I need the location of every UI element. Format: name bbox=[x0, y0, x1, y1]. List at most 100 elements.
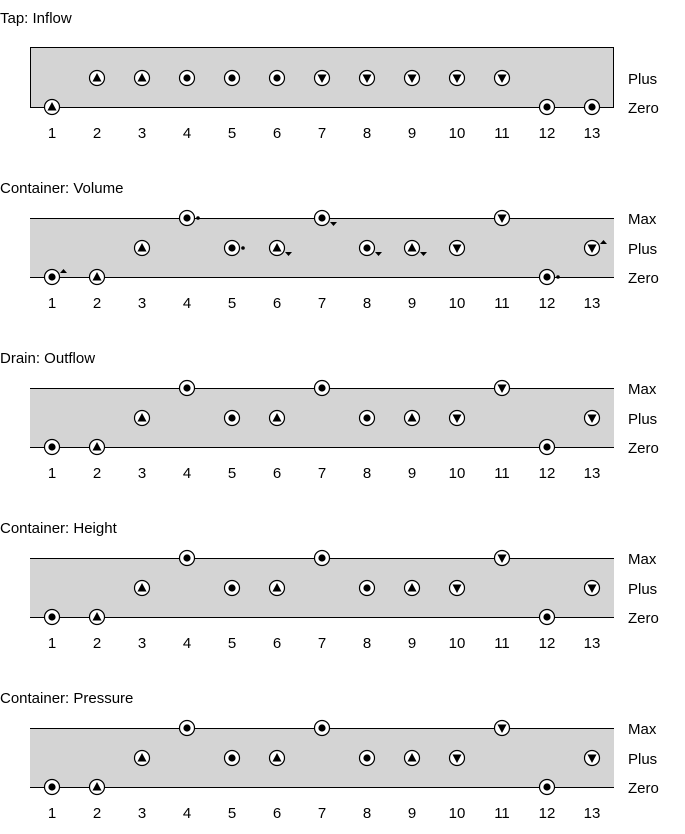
state-marker-up bbox=[88, 438, 106, 456]
x-tick-label: 3 bbox=[138, 805, 146, 822]
x-tick-label: 4 bbox=[183, 295, 191, 312]
state-marker-steady bbox=[313, 549, 331, 567]
state-marker-steady bbox=[358, 239, 382, 257]
arrow-up-icon bbox=[407, 583, 417, 592]
state-marker-steady bbox=[583, 98, 601, 116]
second-derivative-down-icon bbox=[330, 222, 337, 226]
state-marker-steady bbox=[43, 778, 61, 796]
state-marker-up bbox=[268, 579, 286, 597]
value-band bbox=[30, 558, 614, 617]
x-tick-label: 9 bbox=[408, 635, 416, 652]
arrow-down-icon bbox=[452, 584, 462, 593]
arrow-down-icon bbox=[452, 754, 462, 763]
arrow-down-icon bbox=[452, 74, 462, 83]
state-marker-up bbox=[88, 268, 106, 286]
state-marker-steady bbox=[538, 778, 556, 796]
state-marker-steady bbox=[538, 608, 556, 626]
state-marker-up bbox=[88, 608, 106, 626]
arrow-up-icon bbox=[137, 583, 147, 592]
state-marker-up bbox=[133, 409, 151, 427]
x-tick-label: 12 bbox=[539, 295, 556, 312]
x-tick-label: 1 bbox=[48, 635, 56, 652]
second-derivative-down-icon bbox=[420, 252, 427, 256]
level-label-plus: Plus bbox=[628, 581, 657, 598]
state-marker-down bbox=[493, 549, 511, 567]
steady-dot-icon bbox=[228, 244, 236, 252]
state-marker-down bbox=[403, 69, 421, 87]
x-tick-label: 8 bbox=[363, 125, 371, 142]
x-tick-label: 7 bbox=[318, 295, 326, 312]
x-tick-label: 8 bbox=[363, 465, 371, 482]
arrow-up-icon bbox=[137, 753, 147, 762]
state-marker-steady bbox=[538, 438, 556, 456]
x-tick-label: 9 bbox=[408, 465, 416, 482]
arrow-down-icon bbox=[587, 754, 597, 763]
state-marker-steady bbox=[223, 239, 245, 257]
state-marker-up bbox=[268, 409, 286, 427]
state-marker-steady bbox=[178, 549, 196, 567]
state-marker-down bbox=[583, 579, 601, 597]
x-tick-label: 7 bbox=[318, 635, 326, 652]
x-tick-label: 8 bbox=[363, 295, 371, 312]
steady-dot-icon bbox=[273, 74, 281, 82]
state-marker-up bbox=[268, 749, 286, 767]
x-tick-label: 3 bbox=[138, 465, 146, 482]
x-tick-label: 5 bbox=[228, 465, 236, 482]
state-marker-up bbox=[133, 239, 151, 257]
x-tick-label: 10 bbox=[449, 635, 466, 652]
x-tick-label: 9 bbox=[408, 125, 416, 142]
level-label-plus: Plus bbox=[628, 751, 657, 768]
x-tick-label: 3 bbox=[138, 635, 146, 652]
x-tick-label: 6 bbox=[273, 295, 281, 312]
arrow-down-icon bbox=[317, 74, 327, 83]
second-derivative-steady-icon bbox=[241, 246, 245, 250]
state-marker-up bbox=[88, 778, 106, 796]
panel-title: Drain: Outflow bbox=[0, 350, 95, 367]
level-label-zero: Zero bbox=[628, 270, 659, 287]
x-tick-label: 12 bbox=[539, 125, 556, 142]
steady-dot-icon bbox=[543, 783, 551, 791]
state-marker-down bbox=[493, 209, 511, 227]
x-tick-label: 2 bbox=[93, 465, 101, 482]
x-tick-label: 8 bbox=[363, 635, 371, 652]
state-marker-up bbox=[268, 239, 292, 257]
state-marker-steady bbox=[178, 209, 200, 227]
state-marker-steady bbox=[358, 579, 376, 597]
steady-dot-icon bbox=[588, 103, 596, 111]
state-marker-up bbox=[403, 409, 421, 427]
steady-dot-icon bbox=[183, 554, 191, 562]
second-derivative-up-icon bbox=[60, 269, 67, 273]
steady-dot-icon bbox=[48, 273, 56, 281]
arrow-down-icon bbox=[587, 584, 597, 593]
arrow-up-icon bbox=[407, 413, 417, 422]
state-marker-steady bbox=[43, 268, 67, 286]
x-tick-label: 9 bbox=[408, 805, 416, 822]
state-marker-steady bbox=[268, 69, 286, 87]
state-marker-up bbox=[43, 98, 61, 116]
steady-dot-icon bbox=[363, 244, 371, 252]
panel-title: Container: Volume bbox=[0, 180, 123, 197]
x-tick-label: 10 bbox=[449, 125, 466, 142]
state-marker-steady bbox=[313, 209, 337, 227]
state-marker-steady bbox=[538, 268, 560, 286]
value-band bbox=[30, 728, 614, 787]
x-tick-label: 12 bbox=[539, 805, 556, 822]
x-tick-label: 10 bbox=[449, 465, 466, 482]
second-derivative-steady-icon bbox=[196, 216, 200, 220]
level-label-zero: Zero bbox=[628, 780, 659, 797]
steady-dot-icon bbox=[318, 214, 326, 222]
state-marker-steady bbox=[358, 409, 376, 427]
x-tick-label: 1 bbox=[48, 295, 56, 312]
arrow-up-icon bbox=[47, 102, 57, 111]
x-tick-label: 6 bbox=[273, 465, 281, 482]
value-band bbox=[30, 218, 614, 277]
state-marker-down bbox=[448, 69, 466, 87]
steady-dot-icon bbox=[228, 414, 236, 422]
state-marker-down bbox=[493, 69, 511, 87]
x-tick-label: 12 bbox=[539, 635, 556, 652]
x-tick-label: 13 bbox=[584, 805, 601, 822]
state-marker-down bbox=[448, 749, 466, 767]
